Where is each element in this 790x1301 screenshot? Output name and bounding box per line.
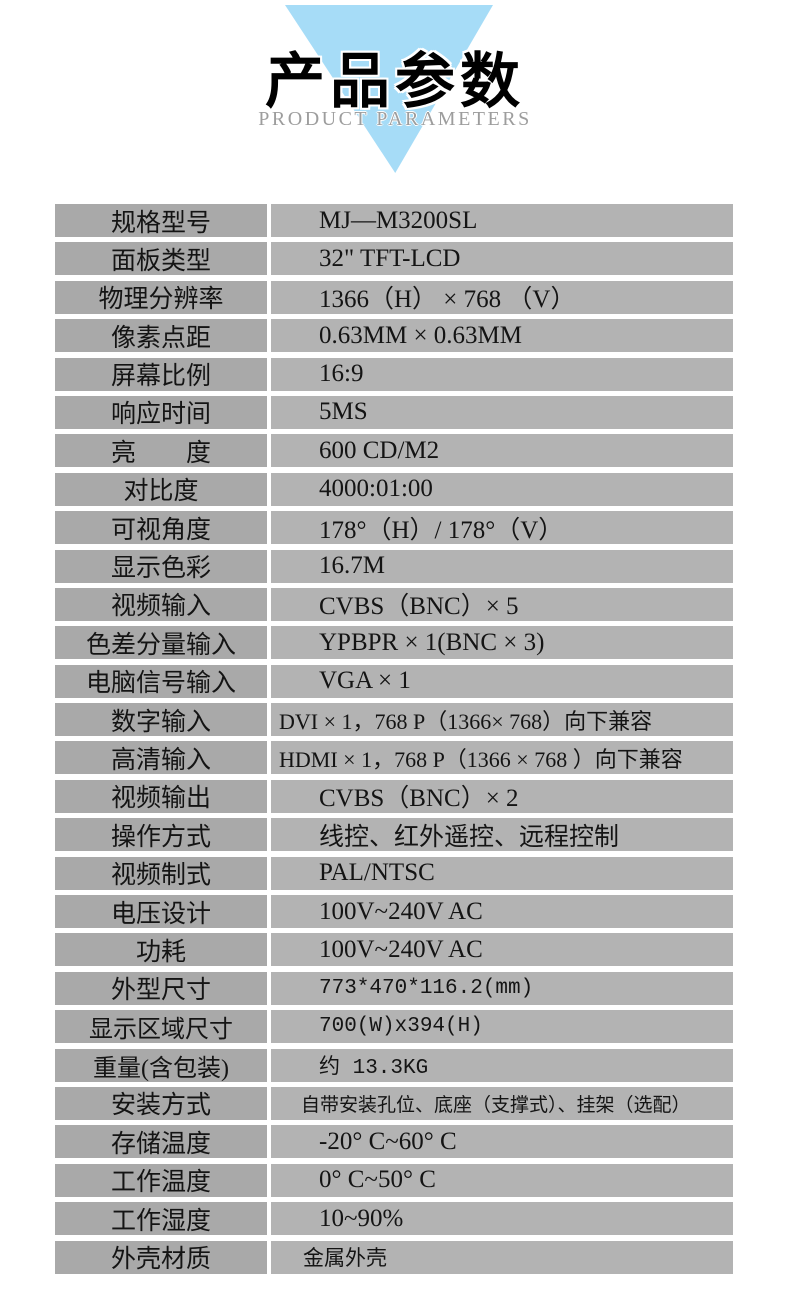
table-row: 操作方式 线控、红外遥控、远程控制 [55, 818, 733, 852]
spec-label: 像素点距 [55, 319, 267, 353]
spec-label: 物理分辨率 [55, 280, 267, 314]
spec-value: 773*470*116.2(mm) [271, 971, 733, 1005]
spec-label: 视频输出 [55, 779, 267, 813]
spec-value: YPBPR × 1(BNC × 3) [271, 626, 733, 660]
spec-value: 600 CD/M2 [271, 434, 733, 468]
spec-value: 4000:01:00 [271, 472, 733, 506]
spec-value: VGA × 1 [271, 664, 733, 698]
spec-label: 外型尺寸 [55, 971, 267, 1005]
table-row: 可视角度 178°（H）/ 178°（V） [55, 511, 733, 545]
spec-label: 对比度 [55, 472, 267, 506]
spec-value: HDMI × 1，768 P（1366 × 768 ）向下兼容 [271, 741, 733, 775]
table-row: 电脑信号输入 VGA × 1 [55, 664, 733, 698]
spec-label: 显示区域尺寸 [55, 1010, 267, 1044]
spec-label: 视频输入 [55, 587, 267, 621]
spec-label: 高清输入 [55, 741, 267, 775]
table-row: 显示区域尺寸 700(W)x394(H) [55, 1010, 733, 1044]
table-row: 视频制式 PAL/NTSC [55, 856, 733, 890]
spec-value: 10~90% [271, 1202, 733, 1236]
spec-label: 响应时间 [55, 395, 267, 429]
table-row: 重量(含包装) 约 13.3KG [55, 1048, 733, 1082]
spec-label: 视频制式 [55, 856, 267, 890]
spec-label: 电脑信号输入 [55, 664, 267, 698]
spec-value: PAL/NTSC [271, 856, 733, 890]
spec-label: 亮 度 [55, 434, 267, 468]
spec-value: CVBS（BNC）× 5 [271, 587, 733, 621]
table-row: 工作温度 0° C~50° C [55, 1163, 733, 1197]
spec-value: 16:9 [271, 357, 733, 391]
spec-value: 16.7M [271, 549, 733, 583]
spec-label: 规格型号 [55, 204, 267, 237]
spec-label: 面板类型 [55, 242, 267, 276]
spec-label: 可视角度 [55, 511, 267, 545]
spec-value: MJ—M3200SL [271, 204, 733, 237]
spec-label: 显示色彩 [55, 549, 267, 583]
page-title: 产品参数 [265, 47, 525, 117]
spec-value: 5MS [271, 395, 733, 429]
spec-value: -20° C~60° C [271, 1125, 733, 1159]
table-row: 电压设计 100V~240V AC [55, 895, 733, 929]
spec-label: 功耗 [55, 933, 267, 967]
spec-value: 1366（H） × 768 （V） [271, 280, 733, 314]
spec-value: 100V~240V AC [271, 895, 733, 929]
table-row: 屏幕比例 16:9 [55, 357, 733, 391]
spec-table: 规格型号 MJ—M3200SL 面板类型 32" TFT-LCD 物理分辨率 1366（H… [55, 204, 733, 1279]
table-row: 视频输出 CVBS（BNC）× 2 [55, 779, 733, 813]
spec-value: 金属外壳 [271, 1240, 733, 1274]
spec-label: 工作温度 [55, 1163, 267, 1197]
spec-value: 线控、红外遥控、远程控制 [271, 818, 733, 852]
spec-label: 存储温度 [55, 1125, 267, 1159]
spec-value: 约 13.3KG [271, 1048, 733, 1082]
page-subtitle: PRODUCT PARAMETERS [258, 108, 532, 130]
spec-value: 32" TFT-LCD [271, 242, 733, 276]
table-row: 数字输入 DVI × 1，768 P（1366× 768）向下兼容 [55, 703, 733, 737]
table-row: 存储温度 -20° C~60° C [55, 1125, 733, 1159]
spec-label: 重量(含包装) [55, 1048, 267, 1082]
spec-label: 工作湿度 [55, 1202, 267, 1236]
spec-label: 数字输入 [55, 703, 267, 737]
table-row: 对比度 4000:01:00 [55, 472, 733, 506]
spec-label: 安装方式 [55, 1086, 267, 1120]
spec-label: 电压设计 [55, 895, 267, 929]
table-row: 规格型号 MJ—M3200SL [55, 204, 733, 237]
table-row: 亮 度 600 CD/M2 [55, 434, 733, 468]
spec-label: 外壳材质 [55, 1240, 267, 1274]
spec-label: 屏幕比例 [55, 357, 267, 391]
table-row: 色差分量输入 YPBPR × 1(BNC × 3) [55, 626, 733, 660]
table-row: 像素点距 0.63MM × 0.63MM [55, 319, 733, 353]
spec-value: 0.63MM × 0.63MM [271, 319, 733, 353]
table-row: 面板类型 32" TFT-LCD [55, 242, 733, 276]
table-row: 物理分辨率 1366（H） × 768 （V） [55, 280, 733, 314]
table-row: 显示色彩 16.7M [55, 549, 733, 583]
table-row: 安装方式 自带安装孔位、底座（支撑式）、挂架（选配） [55, 1086, 733, 1120]
spec-value: CVBS（BNC）× 2 [271, 779, 733, 813]
table-row: 工作湿度 10~90% [55, 1202, 733, 1236]
table-row: 高清输入 HDMI × 1，768 P（1366 × 768 ）向下兼容 [55, 741, 733, 775]
spec-label: 操作方式 [55, 818, 267, 852]
spec-value: 0° C~50° C [271, 1163, 733, 1197]
spec-value: 700(W)x394(H) [271, 1010, 733, 1044]
table-row: 响应时间 5MS [55, 395, 733, 429]
spec-value: 178°（H）/ 178°（V） [271, 511, 733, 545]
table-row: 外壳材质 金属外壳 [55, 1240, 733, 1274]
spec-value: DVI × 1，768 P（1366× 768）向下兼容 [271, 703, 733, 737]
spec-value: 自带安装孔位、底座（支撑式）、挂架（选配） [271, 1086, 733, 1120]
table-row: 视频输入 CVBS（BNC）× 5 [55, 587, 733, 621]
table-row: 外型尺寸 773*470*116.2(mm) [55, 971, 733, 1005]
table-row: 功耗 100V~240V AC [55, 933, 733, 967]
spec-label: 色差分量输入 [55, 626, 267, 660]
spec-value: 100V~240V AC [271, 933, 733, 967]
